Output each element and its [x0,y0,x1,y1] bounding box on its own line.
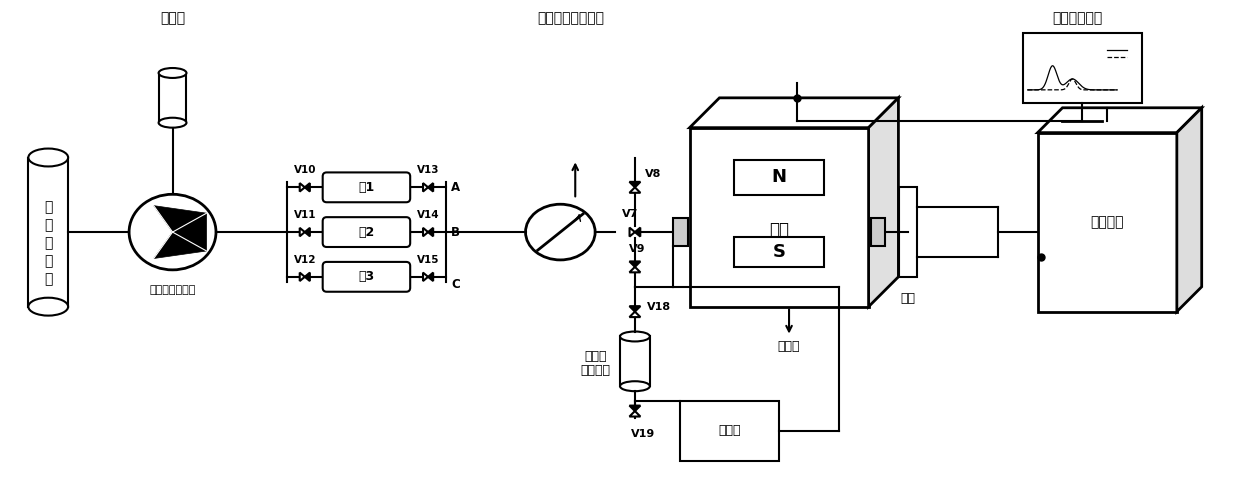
Text: 容3: 容3 [358,270,374,283]
Text: 柴油罐: 柴油罐 [160,11,185,25]
Polygon shape [1038,108,1202,133]
Text: V15: V15 [417,255,439,265]
Text: V7: V7 [621,209,639,219]
Polygon shape [635,228,640,237]
Text: 氟化液: 氟化液 [584,350,606,363]
Polygon shape [428,183,433,191]
Polygon shape [630,405,640,411]
Text: V14: V14 [417,210,439,220]
Text: N: N [771,168,786,186]
Bar [1038,133,1177,311]
Bar [899,187,918,277]
Polygon shape [300,183,305,191]
Ellipse shape [159,118,186,127]
Polygon shape [630,182,640,187]
Polygon shape [305,228,310,236]
Text: 容2: 容2 [358,225,374,239]
Text: V10: V10 [294,165,316,176]
Polygon shape [630,187,640,193]
Ellipse shape [29,298,68,315]
Polygon shape [630,228,635,237]
Polygon shape [428,273,433,281]
Polygon shape [630,411,640,417]
Ellipse shape [29,149,68,166]
Polygon shape [630,306,640,311]
Bar [734,160,823,195]
Polygon shape [689,98,899,127]
Text: 空: 空 [45,200,52,214]
Polygon shape [1177,108,1202,311]
Bar [689,127,868,307]
Ellipse shape [526,204,595,260]
Polygon shape [172,213,207,251]
Polygon shape [423,183,428,191]
Polygon shape [154,232,207,258]
Bar [1023,33,1142,103]
Text: 缩: 缩 [45,254,52,268]
Ellipse shape [620,381,650,391]
Polygon shape [305,183,310,191]
Bar [673,218,688,246]
Text: V8: V8 [645,169,661,180]
Bar [29,157,68,307]
Polygon shape [423,228,428,236]
Text: V18: V18 [647,302,671,311]
Text: 冷却泵: 冷却泵 [718,425,740,437]
Ellipse shape [129,194,216,270]
Ellipse shape [620,332,650,341]
Bar [734,237,823,267]
Text: V9: V9 [629,244,645,254]
Text: C: C [451,278,460,291]
Polygon shape [300,228,305,236]
Text: V19: V19 [631,429,655,439]
Text: 压: 压 [45,236,52,250]
Text: 数据采集装置: 数据采集装置 [1053,11,1102,25]
Polygon shape [154,206,207,232]
Text: V13: V13 [417,165,439,176]
Polygon shape [630,267,640,273]
Text: V11: V11 [294,210,316,220]
Polygon shape [868,98,899,307]
Text: 岩心: 岩心 [769,221,789,239]
Polygon shape [423,273,428,281]
Text: 高温高压控制装置: 高温高压控制装置 [537,11,604,25]
Bar [620,337,650,386]
Bar [680,401,779,461]
Text: 容1: 容1 [358,181,374,194]
Ellipse shape [159,68,186,78]
Polygon shape [305,273,310,281]
Text: B: B [451,225,460,239]
Bar [870,218,885,246]
Text: 里筒: 里筒 [901,292,916,305]
Polygon shape [630,311,640,317]
Bar [159,73,186,123]
Polygon shape [300,273,305,281]
Text: 气: 气 [45,218,52,232]
Polygon shape [428,228,433,236]
Text: 射频装置: 射频装置 [1090,215,1123,229]
FancyBboxPatch shape [322,172,410,202]
FancyBboxPatch shape [322,262,410,292]
Text: S: S [773,243,786,261]
Text: 磁体筘: 磁体筘 [777,340,800,353]
Text: 机: 机 [45,272,52,286]
FancyBboxPatch shape [322,217,410,247]
Text: 恒速恒压双缸泵: 恒速恒压双缸泵 [149,285,196,295]
Text: （加压）: （加压） [580,364,610,377]
Polygon shape [630,261,640,267]
Text: A: A [451,181,460,194]
Text: V12: V12 [294,255,316,265]
